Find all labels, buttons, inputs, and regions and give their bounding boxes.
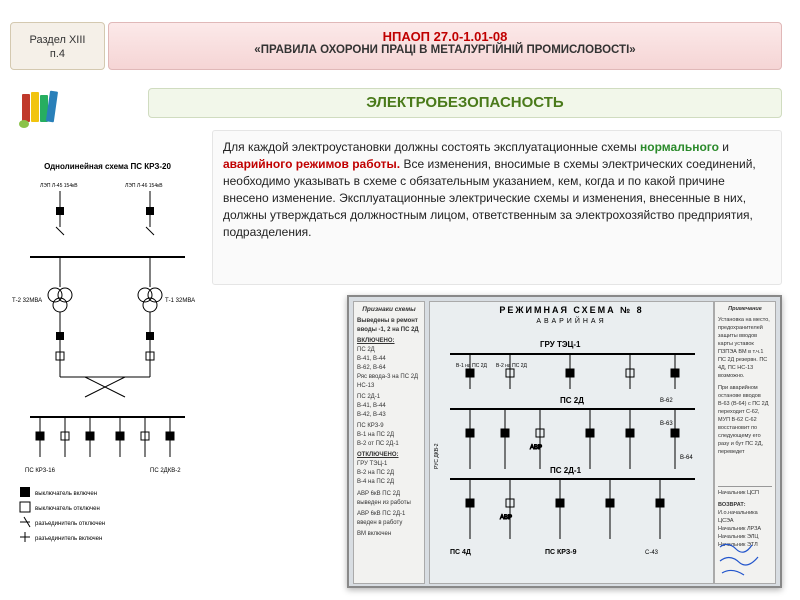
header-code: НПАОП 27.0-1.01-08 — [109, 29, 781, 44]
schema-right-2: Начальник ЦСП — [718, 486, 772, 497]
legend-2: разъединитель отключен — [35, 521, 105, 527]
svg-text:С-43: С-43 — [645, 550, 659, 556]
diagram-svg: ЛЭП Л-45 154кВ ЛЭП Л-46 154кВ Т-2 32МВА … — [10, 177, 205, 547]
svg-text:В-64: В-64 — [680, 455, 693, 461]
schema-right-title: Примечание — [718, 305, 772, 313]
schema-photo: Признаки схемы Выведены в ремонт вводы -… — [347, 295, 782, 588]
schema-left-5: ПС КРЗ-9 В-1 на ПС 2Д В-2 от ПС 2Д-1 — [357, 422, 421, 449]
schema-right-column: Примечание Установка на место, предохран… — [714, 301, 776, 584]
diagram-t2: Т-2 32МВА — [12, 298, 42, 304]
diagram-ps-left: ПС КРЗ-16 — [25, 468, 56, 474]
legend-0: выключатель включен — [35, 491, 97, 497]
schema-left-2: ПС 2Д В-41, В-44 В-62, В-64 — [357, 346, 421, 373]
schema-main-diagram: РЕЖИМНАЯ СХЕМА № 8 АВАРИЙНАЯ ГРУ ТЭЦ-1 В… — [429, 301, 714, 584]
subtitle-bar: ЭЛЕКТРОБЕЗОПАСНОСТЬ — [148, 88, 782, 118]
schema-left-9: АВР 6кВ ПС 2Д-1 введен в работу — [357, 510, 421, 528]
schema-left-4: ПС 2Д-1 В-41, В-44 В-42, В-43 — [357, 393, 421, 420]
schema-title: РЕЖИМНАЯ СХЕМА № 8 — [430, 302, 713, 318]
schema-left-6: ОТКЛЮЧЕНО: — [357, 451, 421, 460]
svg-text:В-2 на ПС 2Д: В-2 на ПС 2Д — [496, 363, 527, 369]
schema-subtitle: АВАРИЙНАЯ — [430, 318, 713, 325]
diagram-lep-right: ЛЭП Л-46 154кВ — [125, 183, 163, 189]
schema-right-0: Установка на место, предохранителей защи… — [718, 316, 772, 380]
body-normal: нормального — [640, 140, 719, 154]
svg-text:ПС 2Д-1: ПС 2Д-1 — [550, 466, 582, 475]
schema-right-1: При аварийном останове вводов В-63 (В-64… — [718, 384, 772, 456]
body-text: Для каждой электроустановки должны состо… — [212, 130, 782, 285]
schema-bus-label: ГРУ ТЭЦ-1 — [540, 340, 581, 349]
schema-left-1: ВКЛЮЧЕНО: — [357, 337, 421, 346]
svg-text:АВР: АВР — [500, 515, 512, 521]
schema-left-8: АВР 6кВ ПС 2Д выведен из работы — [357, 490, 421, 508]
schema-left-10: ВМ включен — [357, 530, 421, 539]
section-label: Раздел XIII п.4 — [10, 22, 105, 70]
schema-left-0: Выведены в ремонт вводы -1, 2 на ПС 2Д — [357, 317, 421, 335]
subtitle-text: ЭЛЕКТРОБЕЗОПАСНОСТЬ — [366, 94, 563, 111]
header-rules: «ПРАВИЛА ОХОРОНИ ПРАЦІ В МЕТАЛУРГІЙНІЙ П… — [109, 44, 781, 56]
diagram-lep-left: ЛЭП Л-45 154кВ — [40, 183, 78, 189]
svg-text:ПС КРЗ-9: ПС КРЗ-9 — [545, 549, 577, 556]
diagram-title: Однолинейная схема ПС КРЗ-20 — [10, 162, 205, 171]
diagram-t1: Т-1 32МВА — [165, 298, 195, 304]
legend-1: выключатель отключен — [35, 506, 100, 512]
section-line1: Раздел XIII — [11, 33, 104, 47]
schema-right-3: ВОЗВРАТ: — [718, 501, 772, 509]
legend-3: разъединитель включен — [35, 536, 102, 542]
svg-text:В-63: В-63 — [660, 421, 673, 427]
body-pre: Для каждой электроустановки должны состо… — [223, 140, 640, 154]
books-icon — [18, 88, 60, 133]
schema-left-column: Признаки схемы Выведены в ремонт вводы -… — [353, 301, 425, 584]
body-and: и — [719, 140, 729, 154]
svg-text:ПС 2Д: ПС 2Д — [560, 396, 584, 405]
schema-right-4: И.о.начальника ЦСЭА — [718, 509, 772, 525]
schema-left-title: Признаки схемы — [357, 305, 421, 314]
schema-left-7: ГРУ ТЭЦ-1 В-2 на ПС 2Д В-4 на ПС 2Д — [357, 460, 421, 487]
header-bar: НПАОП 27.0-1.01-08 «ПРАВИЛА ОХОРОНИ ПРАЦ… — [108, 22, 782, 70]
svg-text:АВР: АВР — [530, 445, 542, 451]
schema-left-3: Ряс ввода-3 на ПС 2Д НС-13 — [357, 373, 421, 391]
svg-text:В-1 на ПС 2Д: В-1 на ПС 2Д — [456, 363, 487, 369]
svg-text:ПС 4Д: ПС 4Д — [450, 549, 471, 556]
section-line2: п.4 — [11, 47, 104, 61]
schema-right-5: Начальник ЛРЗА — [718, 525, 772, 533]
svg-text:РУС ДКВ-2: РУС ДКВ-2 — [434, 443, 440, 469]
diagram-ps-right: ПС 2ДКВ-2 — [150, 468, 181, 474]
body-emergency: аварийного режимов работы. — [223, 157, 400, 171]
single-line-diagram: Однолинейная схема ПС КРЗ-20 ЛЭП Л-45 15… — [10, 162, 205, 592]
svg-text:В-62: В-62 — [660, 398, 673, 404]
